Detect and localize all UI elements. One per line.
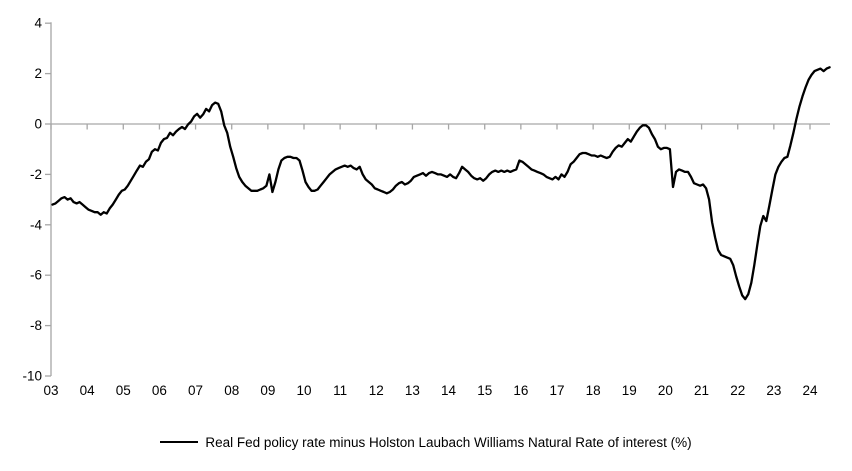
x-tick-label: 09: [260, 383, 275, 398]
x-tick-label: 03: [43, 383, 58, 398]
y-tick-label: -6: [30, 268, 42, 283]
y-tick-label: -4: [30, 217, 42, 232]
x-tick-label: 15: [477, 383, 492, 398]
data-line: [51, 66, 831, 301]
x-tick-label: 22: [730, 383, 745, 398]
x-tick-label: 10: [296, 383, 311, 398]
x-tick-label: 14: [441, 383, 457, 398]
x-tick-label: 19: [622, 383, 637, 398]
x-tick-label: 11: [333, 383, 347, 398]
y-tick-label: 2: [34, 66, 42, 81]
x-tick-label: 05: [116, 383, 131, 398]
x-tick-label: 18: [586, 383, 601, 398]
y-tick-label: -10: [22, 369, 42, 384]
y-tick-label: 0: [34, 117, 42, 132]
legend-label: Real Fed policy rate minus Holston Lauba…: [205, 434, 692, 450]
x-tick-label: 13: [405, 383, 420, 398]
x-tick-label: 16: [513, 383, 528, 398]
y-tick-label: -8: [30, 318, 42, 333]
x-tick-label: 17: [549, 383, 564, 398]
legend: Real Fed policy rate minus Holston Lauba…: [0, 430, 852, 454]
y-tick-label: -2: [30, 167, 42, 182]
x-tick-label: 24: [802, 383, 818, 398]
x-tick-label: 08: [224, 383, 239, 398]
x-tick-label: 06: [152, 383, 167, 398]
chart-area: 4 2 0 -2 -4 -6 -8 -10 03 04 05 06 07 08 09 10 11 12 13 14 15…: [22, 16, 831, 398]
legend-line-sample: [160, 441, 199, 443]
x-tick-label: 04: [80, 383, 96, 398]
x-tick-label: 20: [658, 383, 673, 398]
x-tick-label: 12: [369, 383, 384, 398]
y-tick-label: 4: [34, 16, 42, 31]
x-tick-label: 07: [188, 383, 203, 398]
x-tick-label: 21: [694, 383, 709, 398]
x-tick-label: 23: [766, 383, 781, 398]
